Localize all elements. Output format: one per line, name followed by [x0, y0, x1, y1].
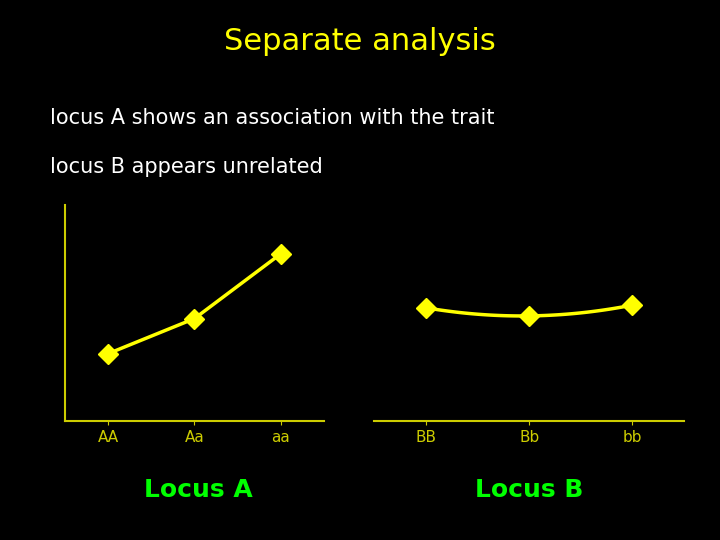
Text: Locus A: Locus A: [143, 478, 253, 502]
Text: locus B appears unrelated: locus B appears unrelated: [50, 157, 323, 177]
Text: Locus B: Locus B: [475, 478, 583, 502]
Text: Separate analysis: Separate analysis: [224, 27, 496, 56]
Text: locus A shows an association with the trait: locus A shows an association with the tr…: [50, 108, 495, 128]
